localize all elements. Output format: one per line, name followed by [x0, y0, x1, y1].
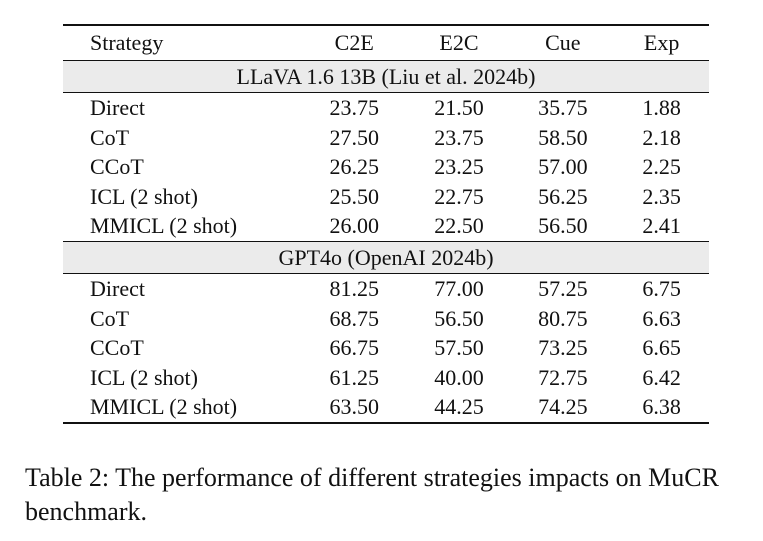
table-row: Direct 81.25 77.00 57.25 6.75: [63, 273, 709, 303]
cell-cue: 58.50: [538, 124, 588, 150]
cell-c2e: 25.50: [329, 183, 379, 209]
cell-strategy: MMICL (2 shot): [90, 213, 238, 239]
cell-cue: 56.25: [538, 183, 588, 209]
cell-exp: 6.75: [642, 275, 681, 301]
cell-c2e: 23.75: [329, 95, 379, 120]
table-body: LLaVA 1.6 13B (Liu et al. 2024b) Direct 23…: [63, 60, 709, 424]
cell-strategy: CoT: [90, 305, 130, 331]
cell-exp: 6.65: [642, 335, 681, 361]
cell-c2e: 26.00: [329, 213, 379, 239]
cell-exp: 6.38: [614, 392, 709, 424]
table-row: MMICL (2 shot) 26.00 22.50 56.50 2.41: [63, 211, 709, 241]
cell-c2e: 61.25: [329, 364, 379, 390]
cell-exp: 1.88: [642, 95, 681, 120]
cell-e2c: 22.50: [434, 213, 484, 239]
cell-e2c: 21.50: [434, 95, 484, 120]
header-e2c: E2C: [406, 24, 512, 61]
cell-cue: 56.50: [538, 213, 588, 239]
cell-cue: 72.75: [538, 364, 588, 390]
group-header-row: LLaVA 1.6 13B (Liu et al. 2024b): [63, 60, 709, 93]
cell-c2e: 81.25: [329, 275, 379, 301]
cell-e2c: 56.50: [434, 305, 484, 331]
cell-cue: 57.25: [538, 275, 588, 301]
header-c2e: C2E: [301, 24, 407, 61]
cell-strategy: MMICL (2 shot): [63, 392, 302, 424]
cell-e2c: 22.75: [434, 183, 484, 209]
cell-strategy: ICL (2 shot): [90, 364, 198, 390]
cell-c2e: 26.25: [329, 154, 379, 180]
cell-cue: 80.75: [538, 305, 588, 331]
cell-c2e: 63.50: [301, 392, 407, 424]
table-caption: Table 2: The performance of different st…: [25, 463, 719, 526]
cell-e2c: 23.25: [434, 154, 484, 180]
header-cue: Cue: [511, 24, 615, 61]
cell-e2c: 44.25: [406, 392, 512, 424]
cell-e2c: 77.00: [434, 275, 484, 301]
cell-e2c: 40.00: [434, 364, 484, 390]
cell-strategy: CCoT: [90, 154, 144, 180]
cell-exp: 2.18: [642, 124, 681, 150]
cell-cue: 73.25: [538, 335, 588, 361]
cell-strategy: CCoT: [90, 335, 144, 361]
cell-cue: 74.25: [511, 392, 615, 424]
table-row: Direct 23.75 21.50 35.75 1.88: [63, 93, 709, 123]
table-row: ICL (2 shot) 61.25 40.00 72.75 6.42: [63, 363, 709, 393]
table-row: CCoT 26.25 23.25 57.00 2.25: [63, 152, 709, 182]
table-header-row: Strategy C2E E2C Cue Exp: [63, 24, 709, 61]
header-strategy: Strategy: [63, 24, 302, 61]
cell-strategy: Direct: [90, 275, 145, 301]
cell-c2e: 68.75: [329, 305, 379, 331]
cell-strategy: Direct: [90, 95, 145, 120]
cell-e2c: 23.75: [434, 124, 484, 150]
table-row: CoT 27.50 23.75 58.50 2.18: [63, 123, 709, 153]
cell-e2c: 57.50: [434, 335, 484, 361]
table-row: ICL (2 shot) 25.50 22.75 56.25 2.35: [63, 182, 709, 212]
cell-strategy: ICL (2 shot): [90, 183, 198, 209]
cell-exp: 6.63: [642, 305, 681, 331]
table-row: CCoT 66.75 57.50 73.25 6.65: [63, 333, 709, 363]
header-exp: Exp: [614, 24, 709, 61]
cell-strategy: CoT: [90, 124, 130, 150]
cell-c2e: 27.50: [329, 124, 379, 150]
cell-cue: 35.75: [538, 95, 588, 120]
cell-exp: 2.25: [642, 154, 681, 180]
cell-c2e: 66.75: [329, 335, 379, 361]
cell-exp: 2.35: [642, 183, 681, 209]
group-title: GPT4o (OpenAI 2024b): [63, 240, 709, 274]
cell-exp: 6.42: [642, 364, 681, 390]
cell-cue: 57.00: [538, 154, 588, 180]
cell-exp: 2.41: [642, 213, 681, 239]
group-header-row: GPT4o (OpenAI 2024b): [63, 240, 709, 274]
table-row: MMICL (2 shot) 63.50 44.25 74.25 6.38: [63, 392, 709, 424]
group-title: LLaVA 1.6 13B (Liu et al. 2024b): [63, 60, 709, 93]
table-row: CoT 68.75 56.50 80.75 6.63: [63, 304, 709, 334]
results-table: Strategy C2E E2C Cue Exp LLaVA 1.6 13B (…: [63, 24, 709, 424]
